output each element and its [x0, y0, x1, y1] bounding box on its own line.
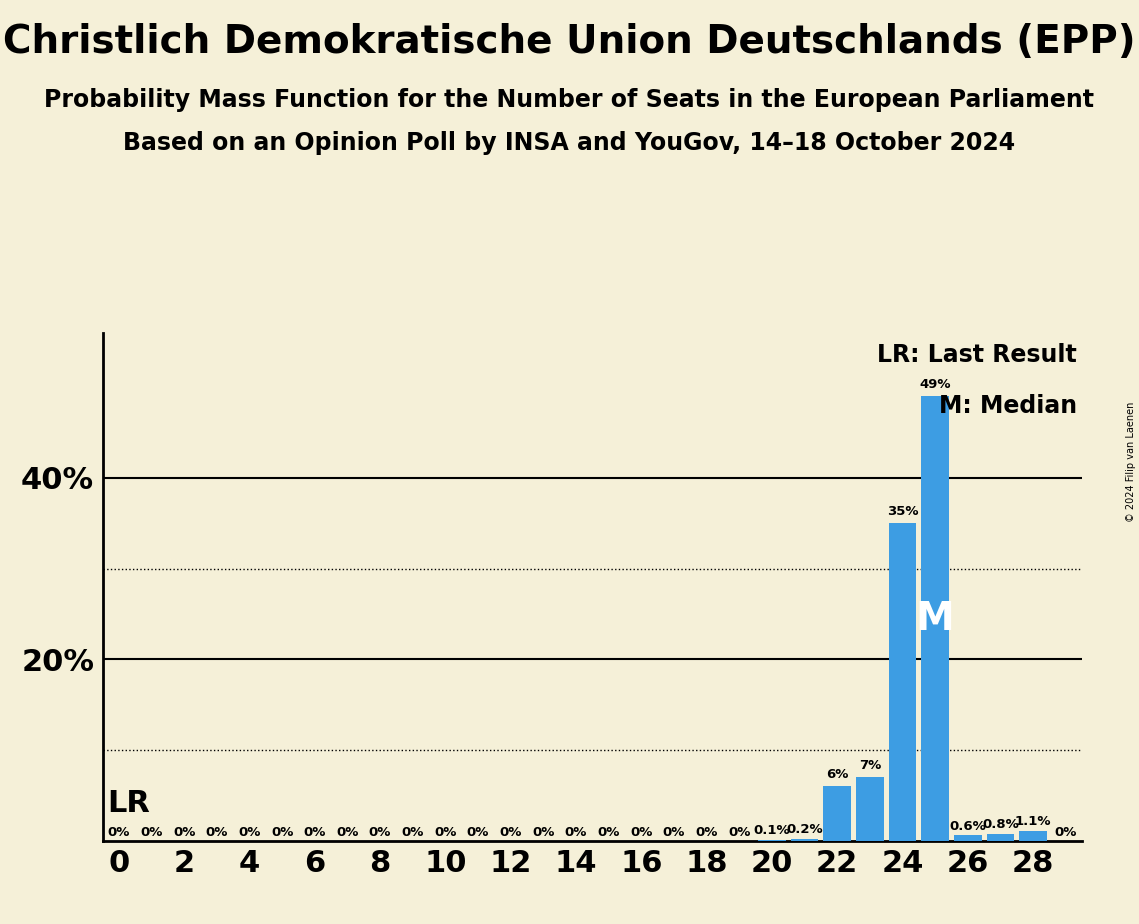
Text: 49%: 49% — [919, 378, 951, 391]
Text: 0%: 0% — [598, 826, 620, 840]
Text: LR: LR — [107, 789, 150, 818]
Bar — [921, 396, 949, 841]
Text: 0%: 0% — [173, 826, 195, 840]
Text: 0%: 0% — [434, 826, 457, 840]
Text: 0%: 0% — [630, 826, 653, 840]
Bar — [953, 835, 982, 841]
Text: 7%: 7% — [859, 759, 880, 772]
Text: 0%: 0% — [532, 826, 555, 840]
Text: 0%: 0% — [140, 826, 163, 840]
Text: 0%: 0% — [467, 826, 489, 840]
Text: 0%: 0% — [369, 826, 391, 840]
Text: © 2024 Filip van Laenen: © 2024 Filip van Laenen — [1125, 402, 1136, 522]
Text: 0%: 0% — [696, 826, 718, 840]
Bar — [823, 786, 851, 841]
Text: Probability Mass Function for the Number of Seats in the European Parliament: Probability Mass Function for the Number… — [44, 88, 1095, 112]
Text: 0.2%: 0.2% — [786, 823, 822, 836]
Bar — [888, 523, 917, 841]
Bar — [790, 839, 819, 841]
Bar — [1019, 831, 1047, 841]
Text: M: M — [916, 600, 954, 638]
Text: 0%: 0% — [304, 826, 326, 840]
Text: 0%: 0% — [565, 826, 587, 840]
Text: 35%: 35% — [887, 505, 918, 517]
Bar — [986, 833, 1015, 841]
Text: 0%: 0% — [1055, 826, 1076, 840]
Text: 0%: 0% — [663, 826, 685, 840]
Text: M: Median: M: Median — [939, 394, 1077, 418]
Text: 0%: 0% — [336, 826, 359, 840]
Text: 1.1%: 1.1% — [1015, 815, 1051, 828]
Text: 0.8%: 0.8% — [982, 818, 1018, 831]
Text: Christlich Demokratische Union Deutschlands (EPP): Christlich Demokratische Union Deutschla… — [3, 23, 1136, 61]
Text: 0%: 0% — [238, 826, 261, 840]
Text: 0.6%: 0.6% — [950, 820, 986, 833]
Text: 0%: 0% — [271, 826, 293, 840]
Text: 6%: 6% — [826, 768, 849, 781]
Text: 0%: 0% — [500, 826, 522, 840]
Text: 0%: 0% — [206, 826, 228, 840]
Text: 0%: 0% — [728, 826, 751, 840]
Text: 0%: 0% — [108, 826, 130, 840]
Text: LR: Last Result: LR: Last Result — [877, 343, 1077, 367]
Text: 0.1%: 0.1% — [754, 824, 790, 837]
Text: Based on an Opinion Poll by INSA and YouGov, 14–18 October 2024: Based on an Opinion Poll by INSA and You… — [123, 131, 1016, 155]
Bar — [855, 777, 884, 841]
Text: 0%: 0% — [402, 826, 424, 840]
